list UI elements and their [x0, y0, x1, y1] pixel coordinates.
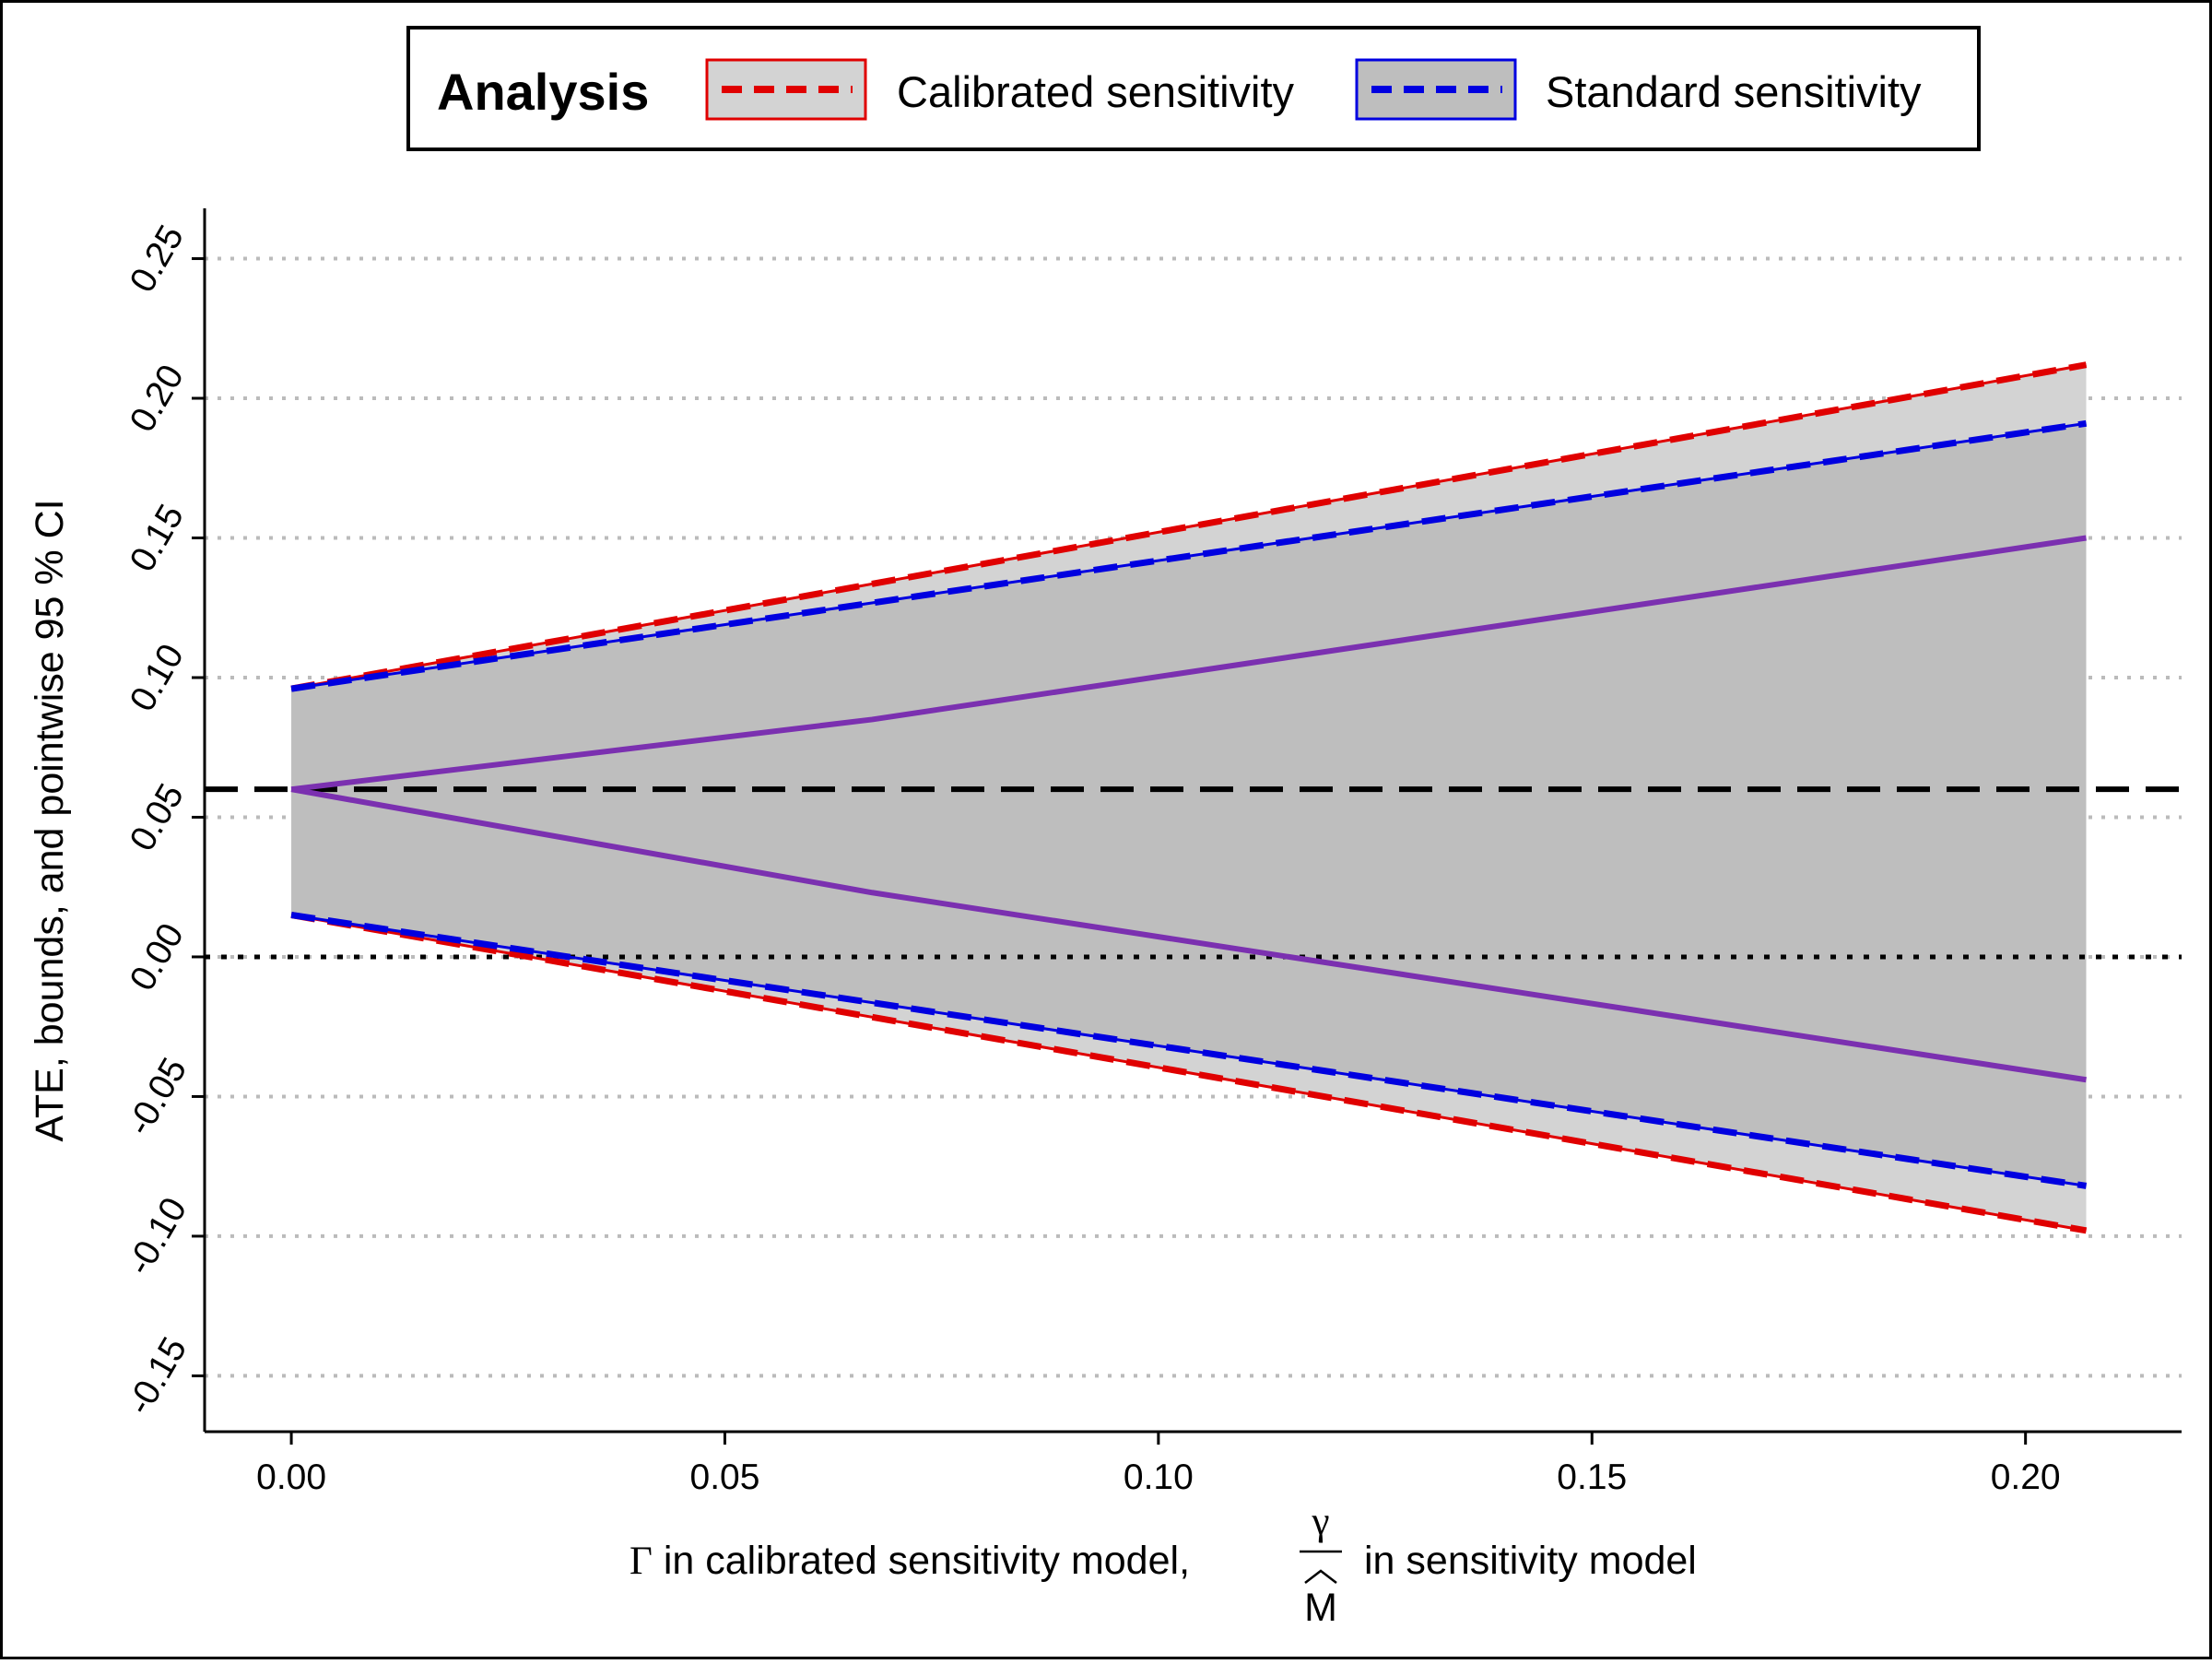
- ci-dash-standard-upper: [290, 419, 2088, 692]
- ci-band-layer: [291, 364, 2087, 1231]
- legend-title: Analysis: [437, 63, 649, 121]
- x-axis-title-part1: in calibrated sensitivity model,: [664, 1539, 1190, 1583]
- ci-band-standard: [291, 423, 2087, 1186]
- x-tick-label: 0.20: [1991, 1457, 2061, 1497]
- ci-dash-calibrated-lower: [290, 912, 2088, 1234]
- x-axis-title-part2: in sensitivity model: [1364, 1539, 1697, 1583]
- x-ticks: 0.00 0.05 0.10 0.15 0.20: [256, 1432, 2061, 1497]
- x-tick-label: 0.05: [690, 1457, 760, 1497]
- reference-line-layer: [205, 786, 2182, 960]
- series-line-layer: [290, 361, 2088, 1234]
- bound-line-lower: [290, 786, 2087, 1083]
- ci-dash-standard-lower: [290, 912, 2088, 1189]
- ci-dash-calibrated-upper: [290, 361, 2088, 692]
- x-axis-title-gamma: Γ: [629, 1540, 653, 1583]
- axes: [203, 208, 2182, 1434]
- x-axis-title: Γ in calibrated sensitivity model,: [629, 1539, 1190, 1583]
- legend-label-calibrated: Calibrated sensitivity: [897, 67, 1295, 116]
- legend-entry-calibrated: Calibrated sensitivity: [705, 58, 1295, 121]
- x-tick-label: 0.15: [1557, 1457, 1627, 1497]
- x-tick-label: 0.10: [1124, 1457, 1194, 1497]
- bound-line-upper: [290, 535, 2087, 793]
- legend: Analysis Calibrated sensitivity Standard…: [406, 26, 1981, 151]
- legend-box: [406, 26, 1981, 151]
- x-axis-title-frac-den: M: [1304, 1586, 1337, 1630]
- x-axis-title-frac-hat: [1304, 1569, 1337, 1584]
- legend-label-standard: Standard sensitivity: [1546, 67, 1922, 116]
- y-axis-title: ATE, bounds, and pointwise 95 % CI: [28, 499, 72, 1141]
- x-tick-label: 0.00: [256, 1457, 326, 1497]
- x-axis-title-frac-num: γ: [1311, 1500, 1329, 1543]
- legend-entry-standard: Standard sensitivity: [1355, 58, 1922, 121]
